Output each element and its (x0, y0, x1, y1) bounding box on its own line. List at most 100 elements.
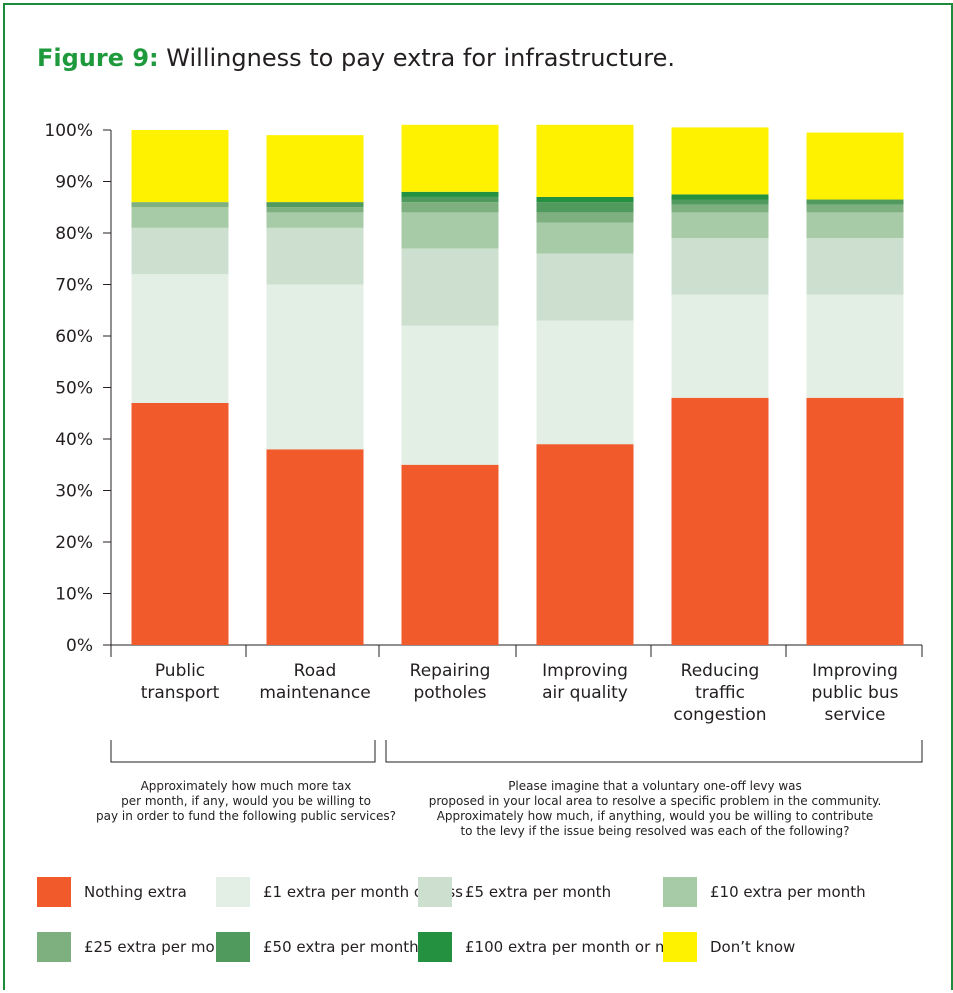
bar-segment (401, 124, 499, 192)
x-category-label: service (825, 705, 886, 725)
group-note-line: Please imagine that a voluntary one-off … (508, 779, 802, 793)
bar-segment (401, 212, 499, 249)
y-tick-label: 0% (66, 636, 93, 656)
y-tick-label: 80% (55, 224, 93, 244)
bar-segment (536, 202, 634, 213)
y-tick-label: 50% (55, 379, 93, 399)
legend-item: £25 extra per month (37, 932, 240, 962)
bar-segment (401, 325, 499, 465)
bar-segment (536, 320, 634, 445)
bar-segment (806, 132, 904, 200)
bar-segment (806, 212, 904, 239)
bar-segment (266, 449, 364, 645)
bar-segment (131, 274, 229, 403)
bar-segment (671, 199, 769, 205)
legend-item: £100 extra per month or more (418, 932, 694, 962)
group-bracket-tax (110, 740, 376, 763)
bar-segment (266, 227, 364, 285)
y-tick-label: 30% (55, 482, 93, 502)
figure-frame (3, 3, 953, 990)
group-note-line: per month, if any, would you be willing … (121, 794, 371, 808)
y-tick-label: 40% (55, 430, 93, 450)
legend-swatch (216, 932, 250, 962)
x-category-label: Public (155, 661, 205, 681)
bar-segment (806, 238, 904, 295)
group-note-line: proposed in your local area to resolve a… (429, 794, 882, 808)
legend-item: £1 extra per month or less (216, 877, 463, 907)
legend-swatch (37, 877, 71, 907)
legend-label: £5 extra per month (465, 883, 612, 901)
bar-segment (131, 202, 229, 208)
bar-segment (536, 253, 634, 321)
bar-segment (806, 294, 904, 398)
x-category-label: Improving (542, 661, 628, 681)
bar-segment (266, 202, 364, 208)
bar-segment (401, 196, 499, 203)
bar-segment (536, 124, 634, 197)
y-tick-label: 10% (55, 585, 93, 605)
y-tick-label: 70% (55, 276, 93, 296)
bar-segment (401, 464, 499, 645)
legend-swatch (418, 932, 452, 962)
bar-segment (266, 207, 364, 213)
bar-segment (131, 130, 229, 203)
bar-segment (266, 212, 364, 228)
group-note-line: to the levy if the issue being resolved … (460, 824, 849, 838)
legend-swatch (418, 877, 452, 907)
x-category-label: traffic (695, 683, 745, 703)
x-category-label: transport (141, 683, 220, 703)
y-tick-label: 90% (55, 173, 93, 193)
bar-segment (671, 238, 769, 295)
bar-segment (401, 248, 499, 326)
x-category-label: Reducing (681, 661, 760, 681)
legend-swatch (216, 877, 250, 907)
legend-label: £50 extra per month (263, 938, 419, 956)
legend-swatch (37, 932, 71, 962)
bar-segment (131, 402, 229, 645)
x-category-label: maintenance (259, 683, 370, 703)
figure-title: Figure 9: Willingness to pay extra for i… (37, 44, 675, 72)
bar-segment (671, 127, 769, 195)
bar-segment (266, 284, 364, 450)
legend-item: £10 extra per month (663, 877, 866, 907)
figure-title-text: Willingness to pay extra for infrastruct… (166, 44, 675, 72)
bar-segment (671, 212, 769, 239)
legend-item: Nothing extra (37, 877, 187, 907)
bar-segment (401, 191, 499, 197)
legend-item: £5 extra per month (418, 877, 611, 907)
x-category-label: Road (294, 661, 337, 681)
legend-label: £100 extra per month or more (465, 938, 694, 956)
bar-segment (536, 212, 634, 223)
x-category-label: congestion (673, 705, 766, 725)
bar-segment (401, 202, 499, 213)
bar-segment (536, 196, 634, 203)
x-category-label: air quality (542, 683, 628, 703)
legend-label: £1 extra per month or less (263, 883, 463, 901)
x-category-label: public bus (812, 683, 899, 703)
legend-label: Nothing extra (84, 883, 187, 901)
group-note-line: Approximately how much more tax (141, 779, 352, 793)
bar-segment (671, 294, 769, 398)
figure-label: Figure 9: (37, 44, 159, 72)
bar-segment (806, 199, 904, 205)
group-note-line: pay in order to fund the following publi… (96, 809, 396, 823)
legend-label: Don’t know (710, 938, 796, 956)
x-category-label: Improving (812, 661, 898, 681)
bar-segment (671, 194, 769, 200)
bar-segment (536, 222, 634, 254)
bar-segment (131, 227, 229, 275)
y-tick-label: 20% (55, 533, 93, 553)
bar-segment (536, 444, 634, 645)
legend-label: £25 extra per month (84, 938, 240, 956)
y-tick-label: 60% (55, 327, 93, 347)
legend-swatch (663, 877, 697, 907)
bar-segment (671, 204, 769, 213)
bar-segment (131, 207, 229, 228)
y-tick-label: 100% (44, 121, 93, 141)
bar-segment (806, 204, 904, 213)
group-bracket-levy (385, 740, 923, 763)
legend-label: £10 extra per month (710, 883, 866, 901)
legend-item: £50 extra per month (216, 932, 419, 962)
legend-swatch (663, 932, 697, 962)
